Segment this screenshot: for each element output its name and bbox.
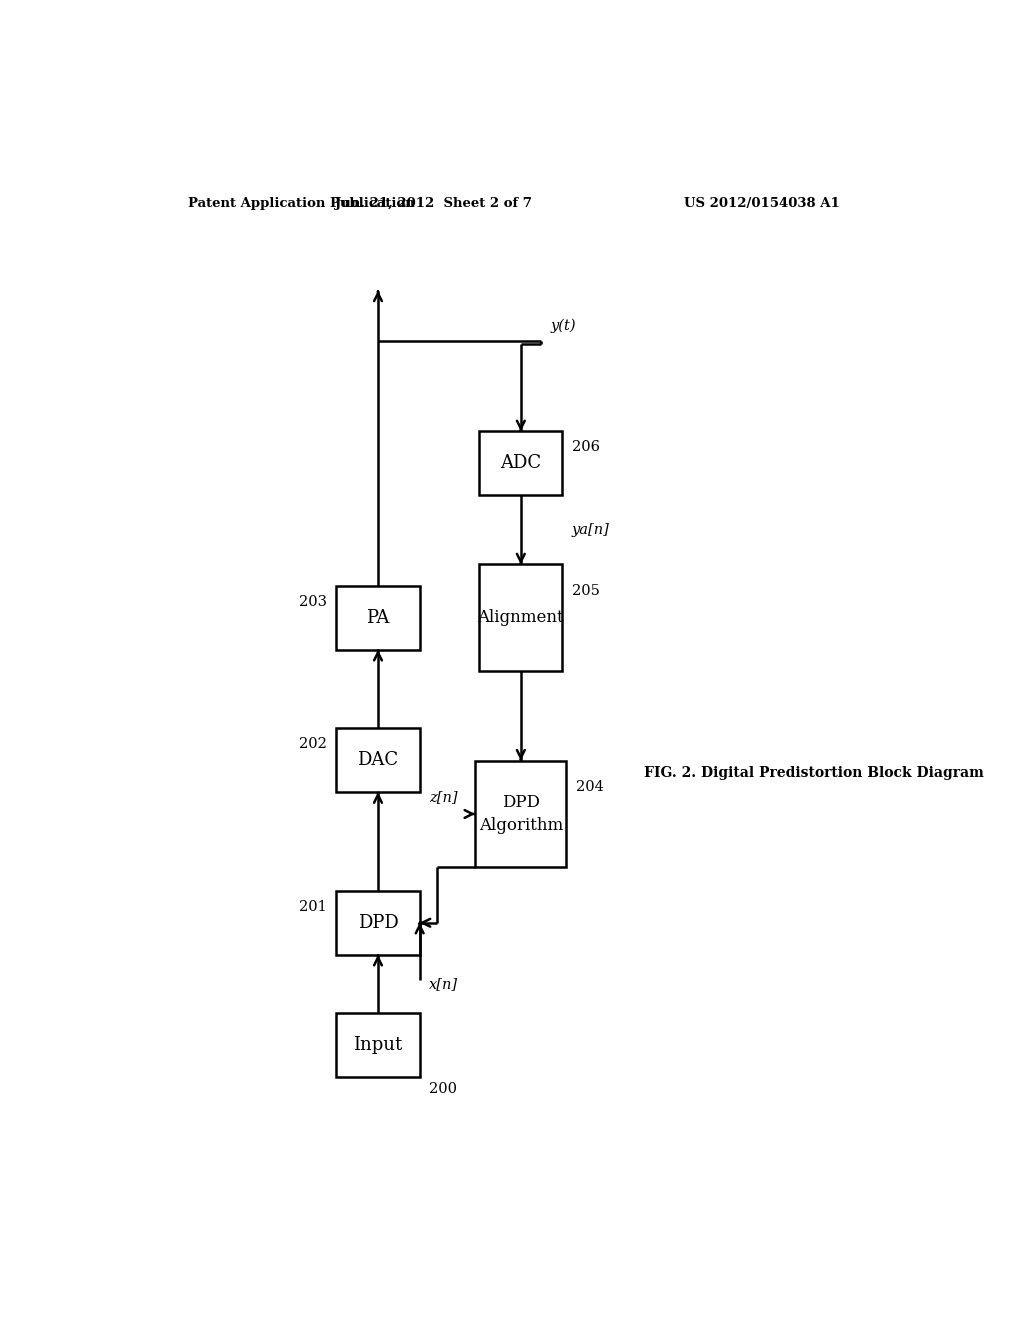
Text: z[n]: z[n]: [429, 789, 458, 804]
Text: PA: PA: [367, 609, 390, 627]
Text: y(t): y(t): [550, 319, 575, 333]
Text: Input: Input: [353, 1036, 402, 1053]
Text: 201: 201: [299, 900, 327, 913]
Bar: [479, 432, 562, 495]
Bar: [336, 1012, 420, 1077]
Text: ADC: ADC: [501, 454, 542, 473]
Text: DPD
Algorithm: DPD Algorithm: [478, 795, 563, 833]
Text: ya[n]: ya[n]: [572, 523, 610, 537]
Bar: [336, 729, 420, 792]
Text: Jun. 21, 2012  Sheet 2 of 7: Jun. 21, 2012 Sheet 2 of 7: [335, 197, 532, 210]
Text: x[n]: x[n]: [429, 977, 459, 991]
Text: 200: 200: [429, 1082, 457, 1096]
Text: DPD: DPD: [357, 913, 398, 932]
Bar: [479, 565, 562, 671]
Bar: [475, 760, 566, 867]
Text: 205: 205: [572, 585, 600, 598]
Text: 203: 203: [299, 595, 327, 609]
Text: 206: 206: [572, 441, 600, 454]
Text: Patent Application Publication: Patent Application Publication: [187, 197, 415, 210]
Text: 204: 204: [575, 780, 604, 795]
Text: 202: 202: [299, 737, 327, 751]
Text: DAC: DAC: [357, 751, 398, 770]
Text: US 2012/0154038 A1: US 2012/0154038 A1: [684, 197, 840, 210]
Bar: [336, 891, 420, 954]
Bar: [336, 586, 420, 649]
Text: FIG. 2. Digital Predistortion Block Diagram: FIG. 2. Digital Predistortion Block Diag…: [644, 767, 984, 780]
Text: Alignment: Alignment: [477, 610, 564, 626]
